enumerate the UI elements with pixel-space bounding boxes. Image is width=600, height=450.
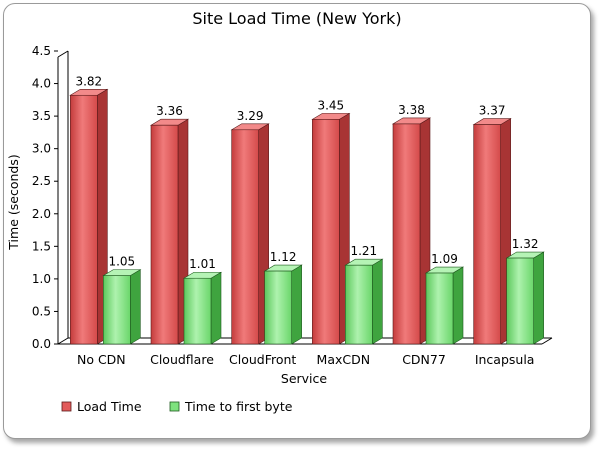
bar-front	[150, 124, 179, 345]
data-label: 3.38	[398, 103, 425, 117]
y-tick-label: 3.0	[32, 142, 51, 156]
bar-front	[425, 272, 454, 345]
bar-front	[506, 257, 534, 345]
x-tick-label: Incapsula	[475, 352, 535, 367]
chart-frame: Site Load Time (New York) Time (seconds)…	[3, 3, 591, 439]
legend: Load Time Time to first byte	[61, 399, 293, 414]
data-label: 3.36	[156, 104, 183, 118]
bar	[344, 258, 384, 345]
x-axis-labels: No CDN Cloudflare CloudFront MaxCDN CDN77 Inc…	[77, 352, 535, 367]
bar-side	[130, 269, 141, 345]
x-axis-title: Service	[281, 371, 328, 386]
data-label: 3.82	[75, 74, 102, 88]
bar-chart: Site Load Time (New York) Time (seconds)…	[6, 9, 553, 414]
x-tick-label: CDN77	[402, 352, 446, 367]
bar-side	[452, 266, 464, 345]
data-label: 1.01	[189, 257, 216, 271]
y-tick-label: 0.5	[32, 304, 51, 318]
bar	[149, 118, 190, 345]
bar-front	[392, 123, 421, 345]
legend-item: Time to first byte	[169, 399, 293, 414]
y-tick-label: 0.0	[32, 337, 51, 351]
bars: 3.82 1.05 3.36 1.01 3.29 1.12 3.45 1.21 3.38 1.09…	[69, 74, 545, 345]
y-tick-label: 1.5	[32, 239, 51, 253]
y-axis-ticks: 0.0 0.5 1.0 1.5 2.0 2.5 3.0 3.5 4.0 4.5	[32, 44, 58, 351]
y-tick-label: 3.5	[32, 109, 51, 123]
bar	[230, 123, 270, 345]
axis-top-depth	[57, 50, 69, 58]
bar-front	[264, 270, 292, 345]
bar	[505, 251, 545, 345]
bar	[311, 112, 351, 345]
legend-swatch	[169, 401, 180, 412]
bar-front	[312, 119, 340, 345]
legend-label: Load Time	[77, 399, 142, 414]
data-label: 1.21	[350, 244, 377, 258]
y-tick-label: 4.0	[32, 77, 51, 91]
y-tick-label: 1.0	[32, 272, 51, 286]
legend-label: Time to first byte	[184, 399, 293, 414]
data-label: 1.12	[270, 250, 297, 264]
axis-corner	[57, 337, 69, 345]
bar-side	[210, 271, 222, 345]
bar-front	[473, 124, 501, 345]
bar	[263, 264, 303, 345]
x-tick-label: MaxCDN	[317, 352, 371, 367]
bar	[102, 269, 142, 345]
bar	[472, 118, 512, 345]
bar	[69, 88, 109, 345]
y-axis-title: Time (seconds)	[6, 154, 21, 250]
data-label: 3.29	[237, 109, 264, 123]
bar-front	[103, 275, 131, 345]
data-label: 1.09	[431, 252, 458, 266]
bar-side	[533, 251, 544, 345]
bar	[391, 117, 432, 345]
y-tick-label: 2.5	[32, 174, 51, 188]
bar-front	[231, 129, 259, 345]
axis-right-depth	[541, 337, 553, 345]
bar-front	[345, 264, 373, 345]
bar-side	[291, 264, 302, 345]
bar	[182, 271, 223, 345]
x-tick-label: CloudFront	[229, 352, 296, 367]
bar-front	[183, 277, 212, 345]
bar-side	[372, 258, 383, 345]
x-tick-label: Cloudflare	[150, 352, 214, 367]
bar	[424, 266, 465, 345]
y-tick-label: 2.0	[32, 207, 51, 221]
data-label: 3.45	[317, 98, 344, 112]
legend-item: Load Time	[61, 399, 142, 414]
data-label: 1.32	[512, 237, 539, 251]
legend-swatch	[61, 401, 72, 412]
data-label: 1.05	[108, 255, 135, 269]
bar-front	[70, 94, 98, 345]
x-tick-label: No CDN	[77, 352, 126, 367]
chart-title: Site Load Time (New York)	[192, 9, 401, 28]
data-label: 3.37	[479, 104, 506, 118]
y-tick-label: 4.5	[32, 44, 51, 58]
